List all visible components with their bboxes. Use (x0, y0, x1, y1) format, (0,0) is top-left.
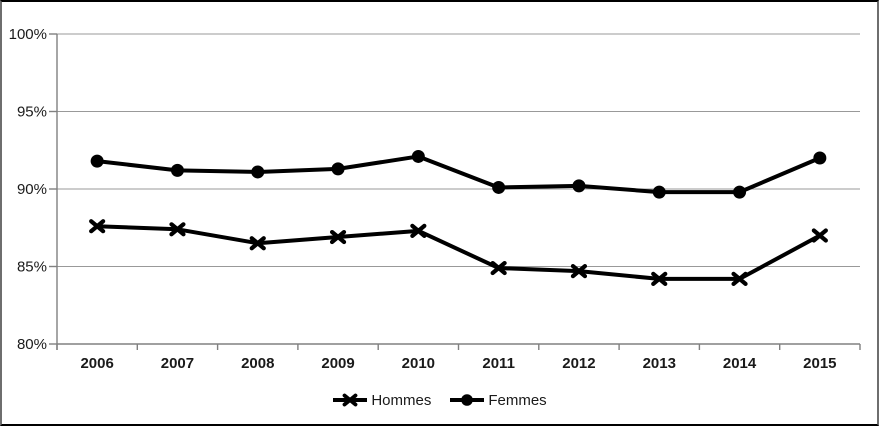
marker-x-hommes-2014 (731, 271, 748, 286)
marker-circle-femmes-2006 (90, 154, 104, 168)
series-line-femmes (95, 154, 822, 195)
legend-item-femmes: Femmes (449, 391, 547, 409)
marker-circle-femmes-2009 (331, 162, 345, 176)
x-tick-label: 2013 (643, 355, 676, 372)
femmes-circle-marker-line-icon (450, 394, 485, 406)
y-tick-label: 90% (17, 181, 47, 198)
marker-circle-femmes-2014 (733, 185, 747, 199)
legend-label-femmes: Femmes (488, 391, 547, 409)
hommes-x-marker-line-icon (333, 393, 368, 407)
y-tick-label: 85% (17, 259, 47, 276)
marker-x-hommes-2007 (169, 222, 186, 237)
marker-x-hommes-2011 (490, 260, 507, 276)
marker-x-hommes-2010 (410, 223, 427, 238)
marker-circle-femmes-2012 (572, 179, 586, 193)
x-tick-label: 2009 (321, 355, 354, 372)
marker-x-hommes-2015 (811, 228, 828, 243)
marker-circle-femmes-2007 (170, 163, 184, 177)
marker-x-hommes-2008 (249, 236, 266, 251)
series-line-hommes (95, 224, 822, 281)
marker-x-hommes-2006 (89, 219, 106, 234)
marker-x-hommes-2013 (651, 271, 668, 286)
x-tick-label: 2006 (80, 355, 113, 372)
marker-circle-femmes-2013 (652, 185, 666, 199)
y-tick-label: 100% (9, 26, 47, 43)
y-tick-label: 95% (17, 104, 47, 121)
x-tick-label: 2007 (161, 355, 194, 372)
marker-x-hommes-2012 (570, 264, 588, 279)
marker-circle-femmes-2008 (251, 165, 265, 179)
x-tick-label: 2014 (723, 355, 757, 372)
chart-legend: Hommes Femmes (2, 392, 877, 408)
x-tick-label: 2010 (402, 355, 435, 372)
y-tick-label: 80% (17, 336, 47, 353)
marker-circle-femmes-2015 (813, 151, 827, 165)
marker-x-hommes-2009 (329, 229, 347, 245)
marker-circle-femmes-2011 (492, 180, 506, 194)
x-tick-label: 2011 (482, 355, 515, 372)
legend-item-hommes: Hommes (332, 392, 431, 408)
x-tick-label: 2008 (241, 355, 274, 372)
x-tick-label: 2012 (562, 355, 595, 372)
legend-label-hommes: Hommes (371, 391, 432, 409)
x-tick-label: 2015 (803, 355, 836, 372)
marker-circle-femmes-2010 (411, 149, 425, 163)
